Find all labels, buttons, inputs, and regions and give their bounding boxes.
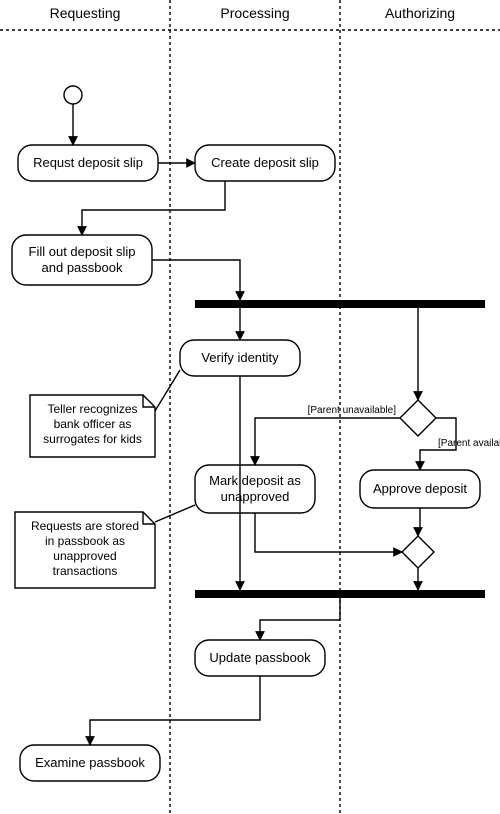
- node-mark-unapproved-label-1: unapproved: [221, 489, 290, 504]
- note-requests-text-2: unapproved: [53, 549, 116, 563]
- edge-join-update: [260, 598, 340, 640]
- join-bar: [195, 590, 485, 598]
- edge-unapproved-merge: [255, 513, 402, 552]
- initial-node: [64, 86, 82, 104]
- note-requests-text-1: in passbook as: [45, 534, 125, 548]
- note-requests-text-0: Requests are stored: [31, 519, 139, 533]
- note-teller-text-1: bank officer as: [54, 417, 132, 431]
- node-examine-passbook-label: Examine passbook: [35, 755, 145, 770]
- node-verify-identity-label: Verify identity: [201, 350, 279, 365]
- node-fill-deposit-passbook-label-0: Fill out deposit slip: [29, 244, 136, 259]
- edge-create-fill: [82, 181, 225, 235]
- edge-fill-fork: [152, 260, 240, 300]
- node-create-deposit-slip-label: Create deposit slip: [211, 155, 319, 170]
- edge-update-examine: [90, 676, 260, 745]
- note-requests-text-3: transactions: [53, 564, 118, 578]
- merge-diamond: [402, 536, 434, 568]
- node-approve-deposit-label: Approve deposit: [373, 481, 467, 496]
- node-fill-deposit-passbook-label-1: and passbook: [42, 260, 123, 275]
- lane-title-authorizing: Authorizing: [385, 5, 455, 21]
- fork-bar: [195, 300, 485, 308]
- lane-title-requesting: Requesting: [50, 5, 121, 21]
- node-request-deposit-slip-label: Requst deposit slip: [33, 155, 143, 170]
- node-mark-unapproved-label-0: Mark deposit as: [209, 473, 301, 488]
- edge-decision-unapproved: [255, 418, 400, 465]
- guard-parent-unavailable: [Parent unavailable]: [308, 405, 397, 416]
- node-update-passbook-label: Update passbook: [209, 650, 311, 665]
- edge-approve-merge: [418, 508, 420, 536]
- anchor-note-requests: [155, 505, 195, 522]
- note-teller-text-0: Teller recognizes: [47, 402, 137, 416]
- lane-title-processing: Processing: [220, 5, 289, 21]
- decision-parent: [400, 400, 436, 436]
- guard-parent-available: [Parent available]: [438, 438, 500, 449]
- note-teller-text-2: surrogates for kids: [43, 432, 142, 446]
- anchor-note-teller: [155, 370, 180, 411]
